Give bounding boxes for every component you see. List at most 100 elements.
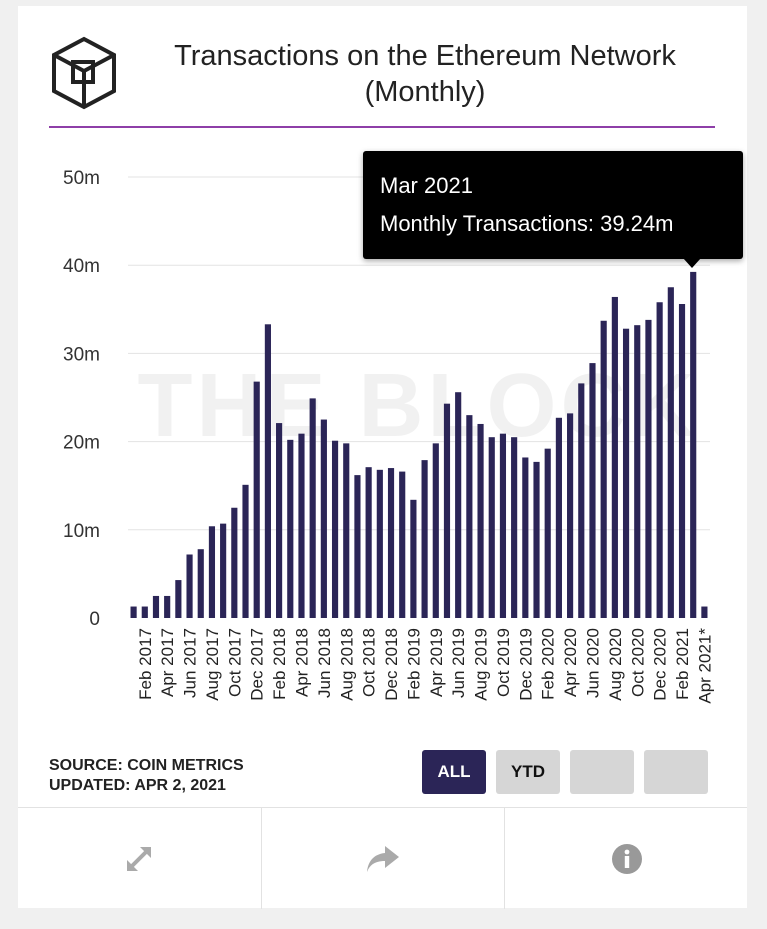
y-tick-label: 30m <box>63 344 100 365</box>
x-tick-label: Aug 2020 <box>606 628 625 701</box>
bar <box>634 325 641 618</box>
x-tick-label: Apr 2021* <box>695 628 714 704</box>
bar <box>309 398 316 618</box>
bar <box>208 526 216 618</box>
bar <box>533 461 540 618</box>
info-button[interactable] <box>504 808 748 909</box>
bar <box>589 363 596 618</box>
x-tick-label: Oct 2017 <box>225 628 244 697</box>
range-ytd-button[interactable]: YTD <box>496 750 560 794</box>
x-tick-label: Aug 2017 <box>203 628 222 701</box>
bar <box>622 328 630 618</box>
bar <box>410 499 417 618</box>
expand-button[interactable] <box>18 808 260 909</box>
source-label: SOURCE: COIN METRICS <box>49 757 244 774</box>
x-tick-label: Feb 2021 <box>673 628 692 700</box>
bar <box>387 468 395 618</box>
bar <box>175 580 182 618</box>
y-tick-label: 0 <box>89 609 100 630</box>
chart-card: Transactions on the Ethereum Network (Mo… <box>18 6 747 909</box>
bar <box>253 381 260 618</box>
title-divider <box>49 126 715 128</box>
x-tick-label: Apr 2019 <box>427 628 446 697</box>
x-tick-label: Feb 2018 <box>270 628 289 700</box>
share-button[interactable] <box>261 808 504 909</box>
x-tick-label: Apr 2020 <box>561 628 580 697</box>
x-tick-label: Oct 2020 <box>628 628 647 697</box>
x-tick-label: Feb 2019 <box>404 628 423 700</box>
x-tick-label: Dec 2019 <box>516 628 535 701</box>
bar <box>522 457 529 618</box>
bar <box>376 469 383 618</box>
bar <box>399 471 406 618</box>
tooltip-date: Mar 2021 <box>380 173 473 198</box>
bar <box>287 439 294 618</box>
bar <box>242 484 249 618</box>
bar <box>276 423 283 618</box>
bar <box>667 287 674 618</box>
bar <box>701 606 708 618</box>
bar <box>320 419 327 618</box>
y-tick-label: 40m <box>63 256 100 277</box>
bar <box>656 302 663 618</box>
bar <box>578 383 585 618</box>
x-tick-label: Feb 2017 <box>136 628 155 700</box>
bar <box>264 324 271 618</box>
bar <box>466 415 473 618</box>
bar <box>130 606 137 618</box>
bar <box>186 554 193 618</box>
bar <box>421 460 428 618</box>
bar <box>197 549 204 618</box>
bar <box>477 423 484 618</box>
bar <box>567 413 574 618</box>
bar <box>331 440 339 618</box>
share-icon <box>367 845 399 872</box>
bar <box>443 403 451 618</box>
x-tick-label: Dec 2018 <box>382 628 401 701</box>
x-tick-label: Jun 2020 <box>583 628 602 698</box>
chart-title: Transactions on the Ethereum Network (Mo… <box>174 40 676 108</box>
x-tick-label: Oct 2019 <box>494 628 513 697</box>
bar <box>141 606 148 618</box>
bar <box>220 523 227 618</box>
info-icon <box>611 843 642 874</box>
range-option-button[interactable] <box>644 750 708 794</box>
bar <box>611 296 618 618</box>
range-option-button[interactable] <box>570 750 634 794</box>
chart-tooltip: Mar 2021 Monthly Transactions: 39.24m <box>363 151 743 268</box>
y-tick-label: 10m <box>63 521 100 542</box>
x-tick-label: Oct 2018 <box>360 628 379 697</box>
bar <box>645 319 652 618</box>
x-tick-label: Aug 2018 <box>337 628 356 701</box>
bar <box>555 417 562 618</box>
x-tick-label: Apr 2018 <box>292 628 311 697</box>
tooltip-value: Monthly Transactions: 39.24m <box>380 211 674 236</box>
bar <box>231 507 238 618</box>
y-tick-label: 20m <box>63 433 100 454</box>
bar <box>488 437 495 618</box>
bar <box>298 433 305 618</box>
bar <box>678 304 686 618</box>
y-tick-label: 50m <box>63 168 100 189</box>
bar <box>365 467 372 618</box>
source-info: SOURCE: COIN METRICS UPDATED: APR 2, 202… <box>49 756 244 796</box>
bar <box>600 320 607 618</box>
expand-icon <box>127 846 151 871</box>
bar <box>455 392 462 618</box>
x-tick-label: Jun 2019 <box>449 628 468 698</box>
bar <box>432 443 439 618</box>
chart-footer-toolbar <box>18 807 747 909</box>
x-tick-label: Jun 2017 <box>181 628 200 698</box>
x-tick-label: Jun 2018 <box>315 628 334 698</box>
tooltip-pointer <box>683 258 701 268</box>
bar <box>690 271 697 618</box>
bar <box>152 595 160 618</box>
bar <box>499 433 507 618</box>
bar <box>544 448 551 618</box>
x-tick-label: Feb 2020 <box>539 628 558 700</box>
bar <box>164 595 171 618</box>
x-tick-label: Aug 2019 <box>472 628 491 701</box>
x-tick-label: Dec 2017 <box>248 628 267 701</box>
range-all-button[interactable]: ALL <box>422 750 486 794</box>
